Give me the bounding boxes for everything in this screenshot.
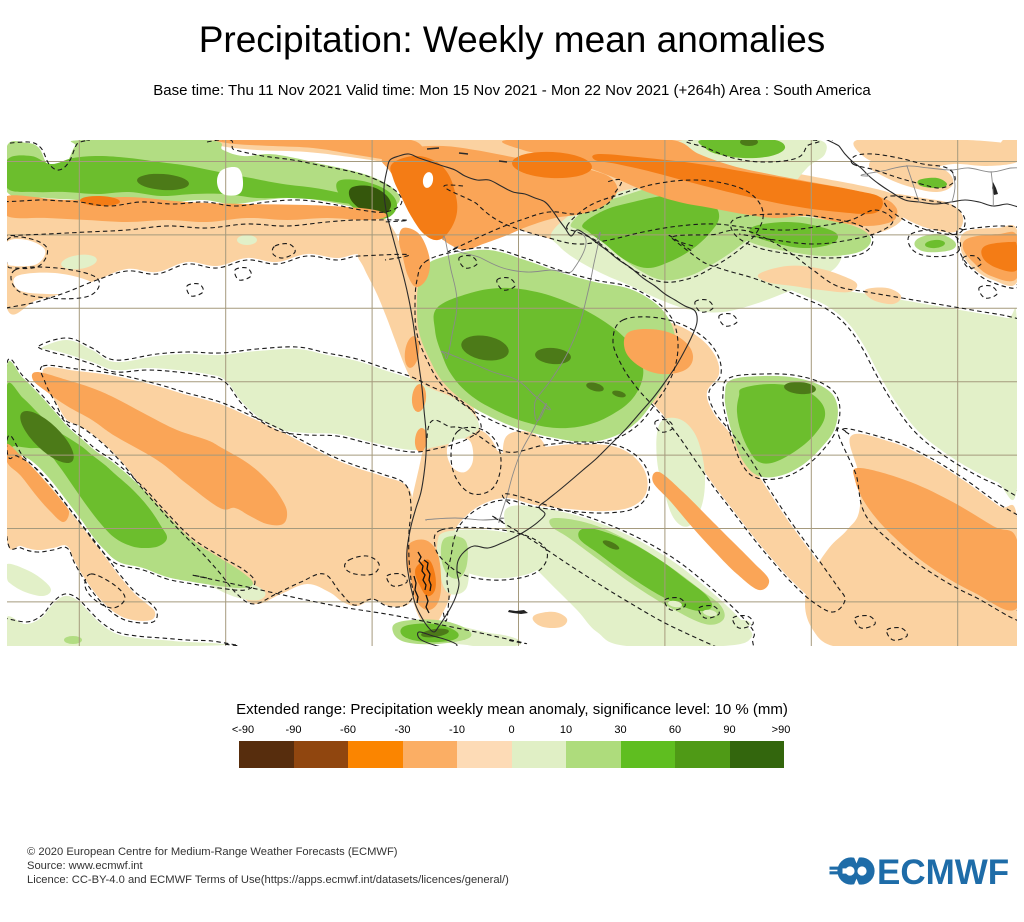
svg-text:ECMWF: ECMWF bbox=[877, 853, 1009, 890]
